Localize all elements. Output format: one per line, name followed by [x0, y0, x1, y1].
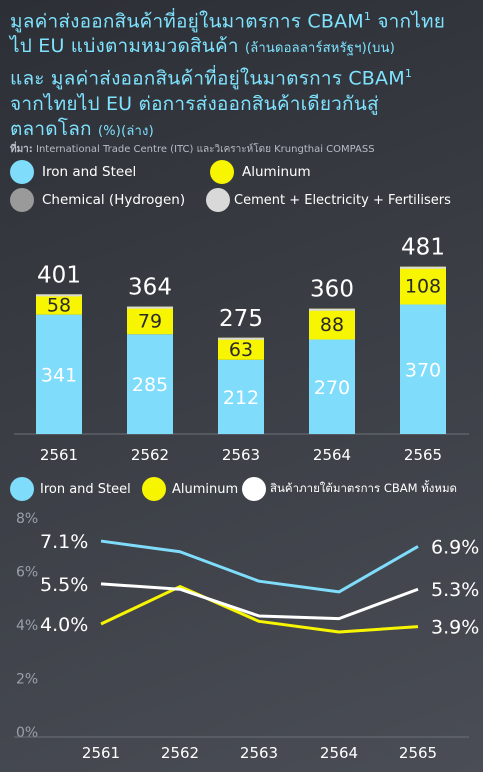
bar-value-label: 270: [314, 377, 350, 399]
bar-total-label: 401: [37, 262, 81, 288]
bar-value-label: 88: [320, 314, 344, 336]
source-note: ที่มา: International Trade Centre (ITC) …: [10, 142, 375, 157]
title-line-4: จากไทยไป EU ต่อการส่งออกสินค้าเดียวกันสู…: [10, 92, 379, 115]
end-value-label: 6.9%: [431, 536, 479, 558]
title-line-1: มูลค่าส่งออกสินค้าที่อยู่ในมาตรการ CBAM: [10, 10, 364, 33]
chart-title: มูลค่าส่งออกสินค้าที่อยู่ในมาตรการ CBAM1…: [10, 4, 478, 144]
bar-iron-steel: [400, 304, 446, 434]
bar-chart: 341 58 401 2561 285 79 364 2562 212 63 275 2563 270 8…: [14, 235, 469, 464]
title-line-1-tail: จากไทย: [371, 10, 446, 33]
bar-total-label: 360: [310, 277, 354, 303]
bar-iron-steel: [127, 334, 173, 434]
legend-label: Iron and Steel: [42, 164, 137, 180]
bar-aluminum: [218, 337, 264, 360]
x-tick-label: 2564: [320, 744, 358, 762]
legend-swatch: [210, 160, 234, 184]
title-line-3: และ มูลค่าส่งออกสินค้าที่อยู่ในมาตรการ C…: [10, 67, 405, 90]
end-value-label: 3.9%: [431, 617, 479, 639]
bar-iron-steel: [309, 339, 355, 434]
x-tick-label: 2563: [222, 446, 260, 464]
bar-value-label: 108: [405, 276, 441, 298]
y-tick-label: 0%: [16, 725, 38, 741]
line-iron-steel: [100, 539, 419, 594]
legend-label: Aluminum: [172, 481, 239, 497]
legend-item-line-aluminum: Aluminum: [142, 477, 238, 501]
legend-swatch: [206, 188, 230, 212]
source-label: ที่มา:: [10, 144, 33, 155]
x-tick-label: 2562: [161, 744, 199, 762]
line-chart: 8% 6% 4% 2% 0% 7.1% 4.0% 5.5% 6.9% 3.9% 5.3% 2561 25…: [14, 511, 479, 762]
x-tick-label: 2561: [40, 446, 78, 464]
legend-swatch: [142, 477, 166, 501]
bar-iron-steel: [36, 314, 82, 434]
bar-iron-steel: [218, 359, 264, 434]
x-tick-label: 2565: [399, 744, 437, 762]
line-aluminum: [100, 585, 419, 634]
source-text: International Trade Centre (ITC) และวิเค…: [32, 144, 375, 155]
legend-swatch: [10, 477, 34, 501]
x-tick-label: 2561: [82, 744, 120, 762]
legend-item-iron-steel: Iron and Steel: [10, 160, 136, 184]
end-value-label: 5.3%: [431, 579, 479, 601]
legend-label: Chemical (Hydrogen): [42, 192, 186, 208]
bar-value-label: 63: [229, 339, 253, 361]
legend-label: สินค้าภายใต้มาตรการ CBAM ทั้งหมด: [270, 481, 458, 495]
x-tick-label: 2565: [404, 446, 442, 464]
bar-aluminum: [127, 306, 173, 335]
y-tick-label: 8%: [16, 511, 38, 527]
bar-value-label: 212: [223, 387, 259, 409]
title-line-2: ไป EU แบ่งตามหมวดสินค้า: [10, 35, 245, 58]
bar-total-label: 364: [128, 275, 172, 301]
start-value-label: 7.1%: [40, 531, 88, 553]
x-tick-label: 2563: [240, 744, 278, 762]
bar-value-label: 58: [47, 295, 71, 317]
bar-total-label: 275: [219, 306, 263, 332]
title-line-5: ตลาดโลก: [10, 117, 98, 140]
legend-swatch: [242, 477, 266, 501]
start-value-label: 5.5%: [40, 574, 88, 596]
legend-item-aluminum: Aluminum: [210, 160, 311, 184]
y-tick-label: 4%: [16, 618, 38, 634]
legend-label: Cement + Electricity + Fertilisers: [234, 192, 451, 208]
title-unit-top: (ล้านดอลลาร์สหรัฐฯ)(บน): [244, 41, 395, 57]
legend-swatch: [10, 160, 34, 184]
bar-value-label: 370: [405, 359, 441, 381]
x-tick-label: 2562: [131, 446, 169, 464]
legend-item-cement-electricity-fertilisers: Cement + Electricity + Fertilisers: [206, 188, 451, 212]
title-footnote-1: 1: [363, 10, 372, 23]
legend-item-line-cbam-total: สินค้าภายใต้มาตรการ CBAM ทั้งหมด: [242, 477, 457, 501]
bar-aluminum: [36, 294, 82, 315]
title-footnote-2: 1: [404, 67, 413, 81]
bar-value-label: 341: [41, 364, 77, 386]
x-tick-label: 2564: [313, 446, 351, 464]
legend-item-line-iron-steel: Iron and Steel: [10, 477, 131, 501]
legend-label: Iron and Steel: [40, 481, 131, 497]
start-value-label: 4.0%: [40, 614, 88, 636]
legend-swatch: [10, 188, 34, 212]
y-tick-label: 2%: [16, 672, 38, 688]
bar-value-label: 285: [132, 374, 168, 396]
line-cbam-total: [100, 582, 419, 621]
bar-total-label: 481: [401, 235, 445, 261]
legend-item-chemical: Chemical (Hydrogen): [10, 188, 185, 212]
y-tick-label: 6%: [16, 565, 38, 581]
bar-aluminum: [400, 266, 446, 305]
legend-label: Aluminum: [242, 164, 311, 180]
bar-aluminum: [309, 308, 355, 340]
bar-value-label: 79: [138, 310, 162, 332]
title-unit-bottom: (%)(ล่าง): [97, 123, 154, 139]
